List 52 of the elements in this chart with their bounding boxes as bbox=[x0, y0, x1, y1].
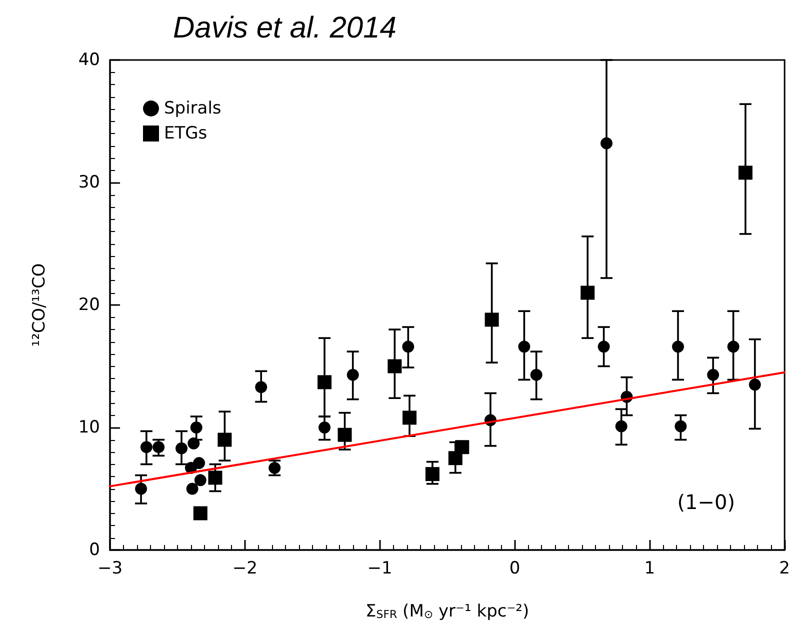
point bbox=[615, 420, 628, 432]
point bbox=[580, 286, 595, 300]
point bbox=[707, 368, 720, 381]
point bbox=[186, 482, 198, 495]
point bbox=[598, 340, 610, 353]
point bbox=[255, 381, 268, 394]
y-tick-label: 20 bbox=[78, 295, 100, 315]
x-tick-label: 0 bbox=[509, 558, 520, 578]
y-tick-label: 10 bbox=[78, 418, 100, 438]
point bbox=[176, 442, 188, 454]
point bbox=[190, 422, 202, 434]
x-tick-label: 2 bbox=[779, 558, 790, 578]
chart-title: Davis et al. 2014 bbox=[173, 12, 396, 44]
point bbox=[425, 467, 440, 482]
point bbox=[402, 410, 417, 425]
x-axis-title: ΣSFR (M⊙ yr⁻¹ kpc⁻²) bbox=[365, 602, 530, 622]
x-tick-label: 1 bbox=[644, 558, 656, 578]
y-tick-label: 40 bbox=[78, 50, 100, 70]
point bbox=[193, 506, 208, 520]
point bbox=[455, 440, 470, 454]
point bbox=[218, 432, 232, 447]
point bbox=[402, 340, 414, 353]
point bbox=[318, 422, 331, 434]
point bbox=[600, 137, 612, 150]
annotation: (1−0) bbox=[677, 490, 735, 514]
point bbox=[318, 375, 332, 390]
point bbox=[194, 474, 206, 486]
point bbox=[208, 470, 222, 485]
point bbox=[518, 340, 530, 353]
x-tick-label: −3 bbox=[97, 558, 123, 578]
y-tick-label: 30 bbox=[78, 172, 100, 192]
point bbox=[672, 340, 684, 353]
point bbox=[135, 482, 148, 495]
point bbox=[346, 368, 359, 381]
point bbox=[530, 368, 542, 381]
point bbox=[140, 441, 152, 454]
point bbox=[388, 359, 402, 374]
point bbox=[268, 462, 281, 474]
point bbox=[188, 437, 200, 450]
point bbox=[748, 378, 761, 391]
y-axis-title: ¹²CO/¹³CO bbox=[30, 263, 50, 347]
y-tick-label: 0 bbox=[89, 540, 100, 560]
x-tick-label: −2 bbox=[232, 558, 258, 578]
point bbox=[738, 166, 752, 180]
legend-label: Spirals bbox=[164, 98, 222, 118]
point bbox=[338, 428, 352, 442]
point bbox=[484, 312, 499, 327]
point bbox=[674, 420, 687, 432]
point bbox=[152, 441, 165, 454]
x-tick-label: −1 bbox=[367, 558, 392, 578]
point bbox=[727, 340, 740, 353]
legend-label: ETGs bbox=[164, 124, 208, 144]
